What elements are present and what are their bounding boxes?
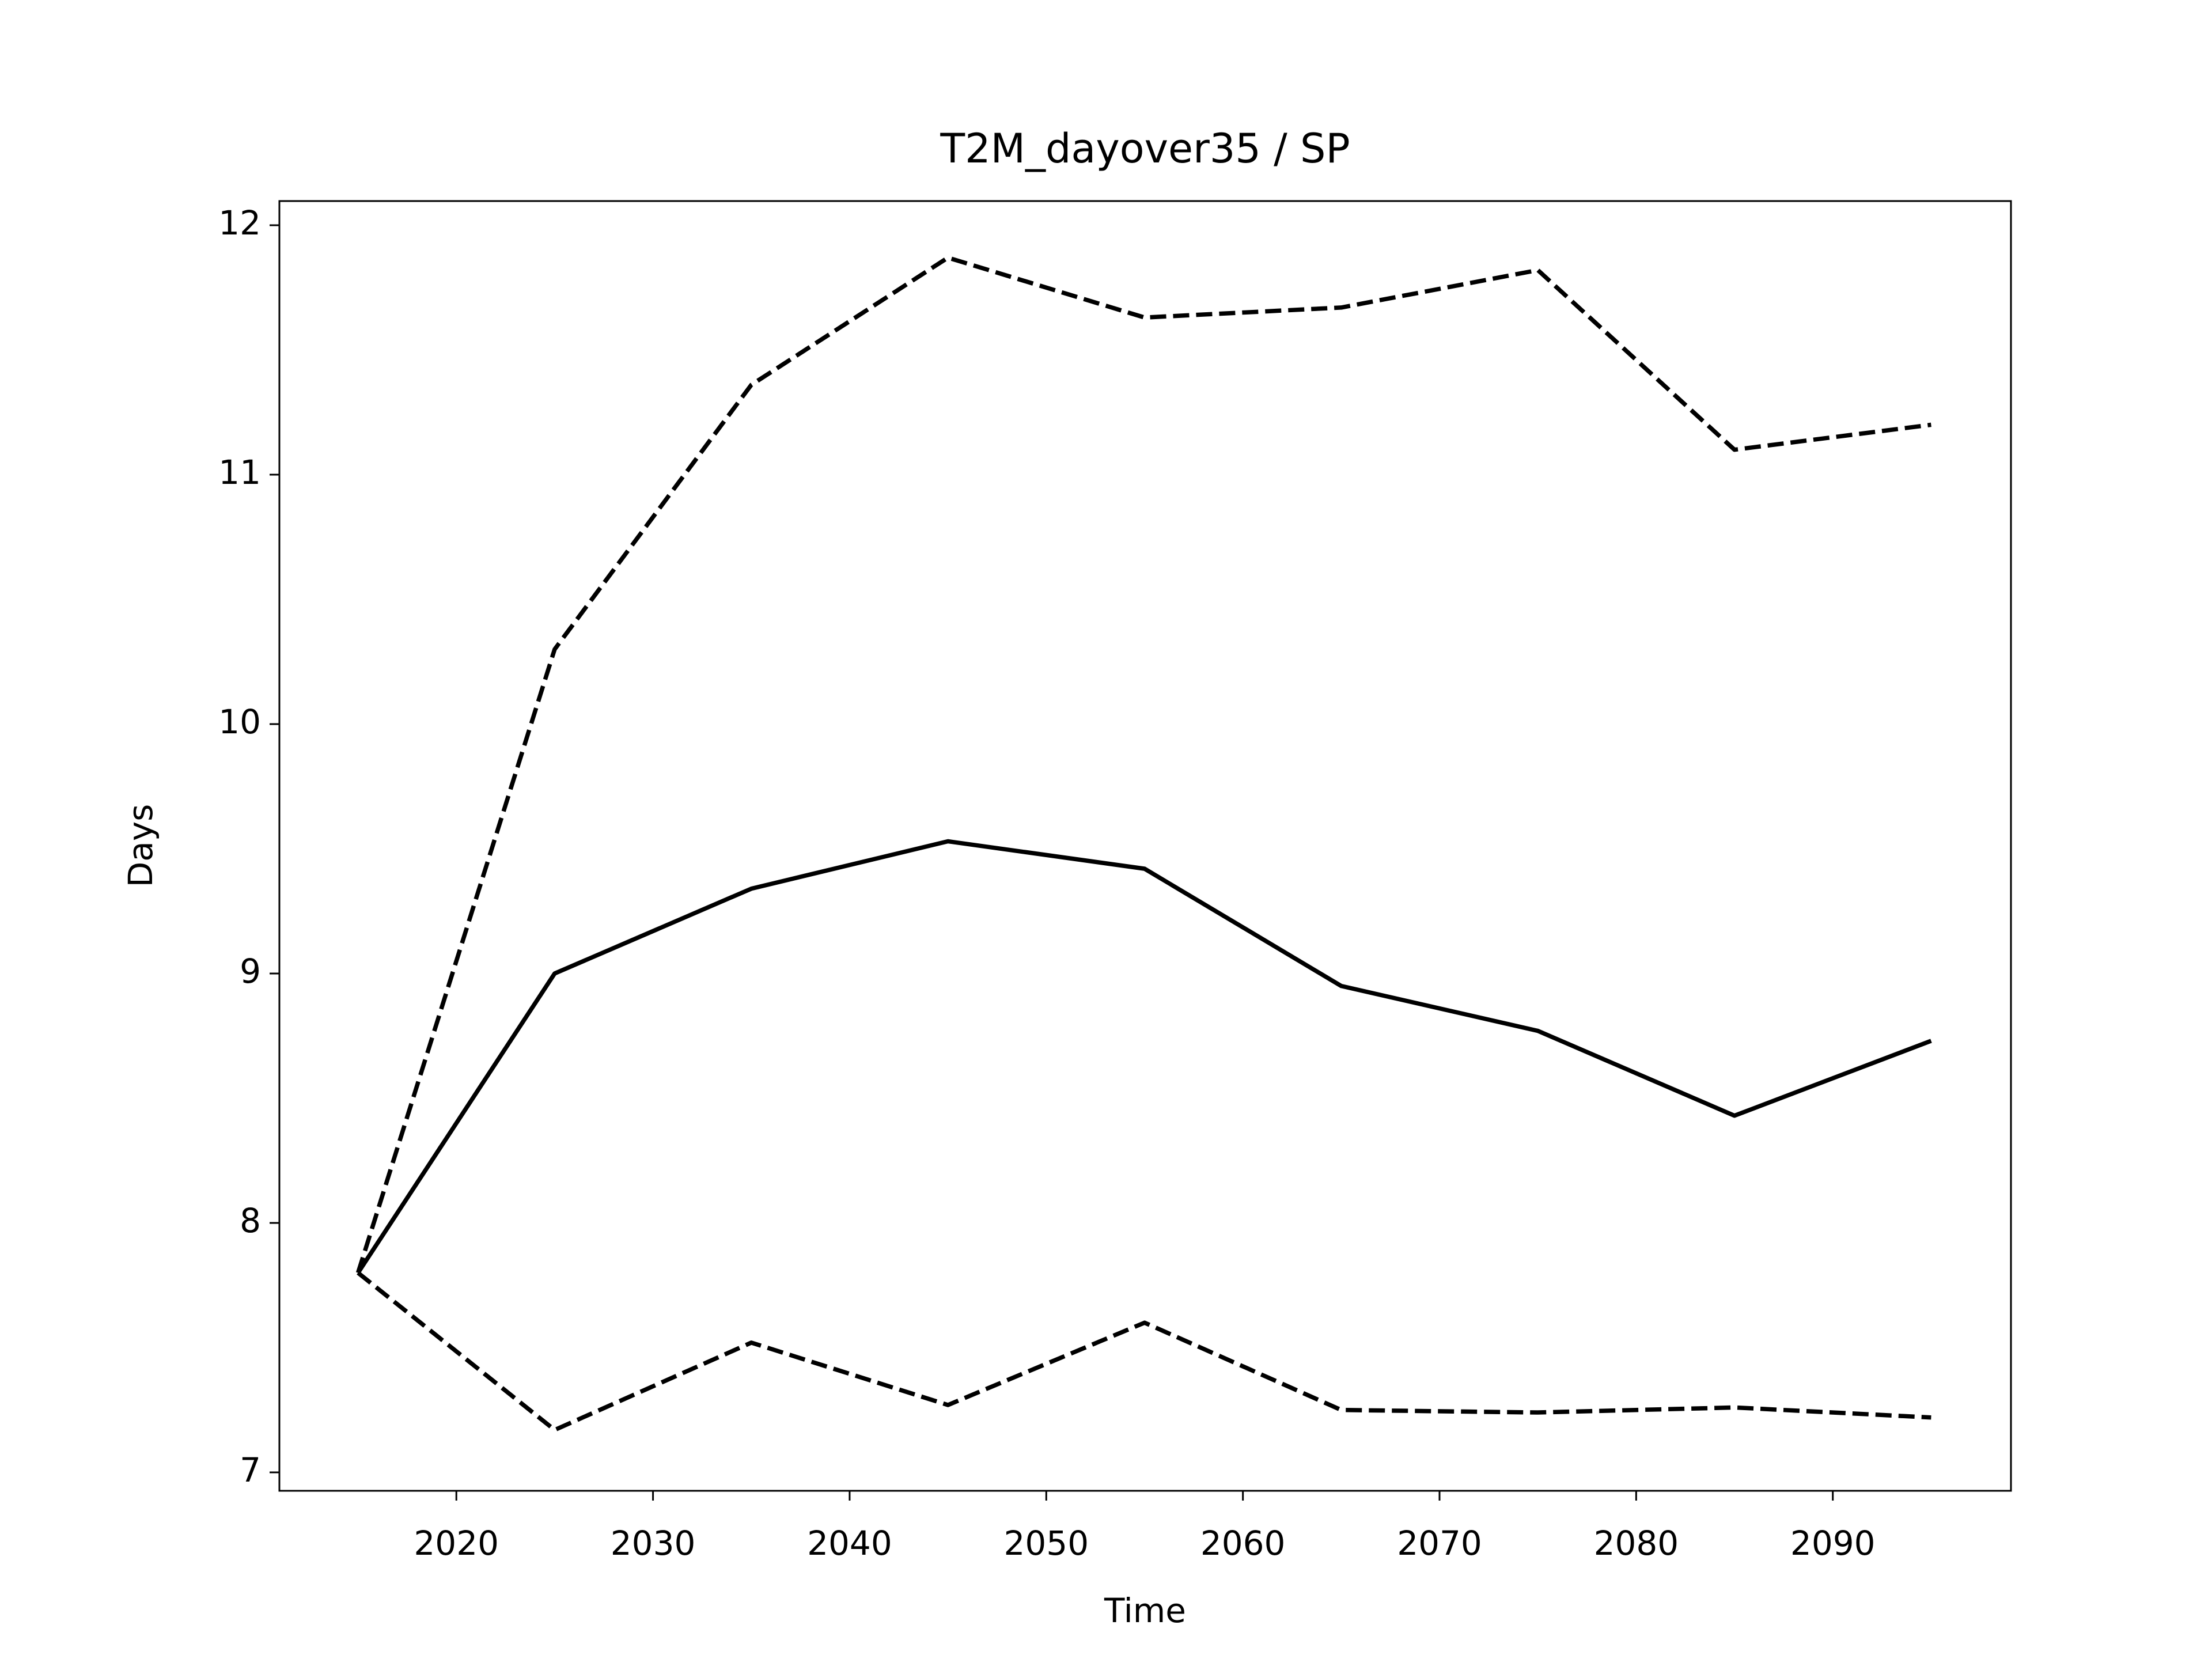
x-axis-label: Time <box>1104 1591 1186 1630</box>
y-axis-label: Days <box>121 804 160 888</box>
y-tick-label: 7 <box>240 1450 261 1490</box>
x-tick-label: 2050 <box>1003 1524 1089 1563</box>
data-line <box>355 255 1931 1274</box>
x-tick-label: 2080 <box>1594 1524 1679 1563</box>
axes-frame <box>278 200 2012 1492</box>
chart-title: T2M_dayover35 / SP <box>940 125 1350 172</box>
y-tick-label: 11 <box>218 453 261 492</box>
y-tick-label: 12 <box>218 203 261 243</box>
y-tick-label: 9 <box>240 952 261 991</box>
x-tick-label: 2070 <box>1397 1524 1482 1563</box>
data-line <box>357 1271 1931 1433</box>
x-tick-label: 2030 <box>611 1524 696 1563</box>
x-tick-label: 2090 <box>1790 1524 1876 1563</box>
y-tick-label: 8 <box>240 1201 261 1240</box>
y-tick-label: 10 <box>218 702 261 741</box>
x-tick-label: 2040 <box>807 1524 892 1563</box>
data-line <box>356 839 1932 1274</box>
x-tick-label: 2020 <box>414 1524 499 1563</box>
x-tick-label: 2060 <box>1200 1524 1286 1563</box>
